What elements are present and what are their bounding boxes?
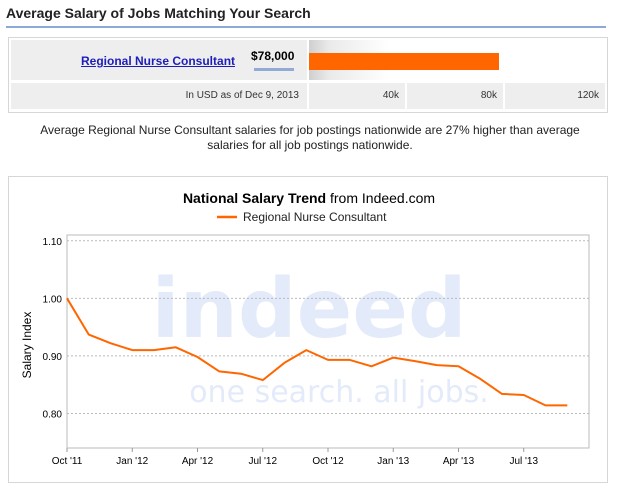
indeed-watermark: indeed one search. all jobs. [151,262,488,410]
chart-legend: Regional Nurse Consultant [217,210,387,224]
x-tick-label: Apr '12 [182,456,214,467]
y-tick-label: 1.10 [43,237,63,248]
scale-tick-cell: 120k [505,83,605,109]
x-tick-label: Apr '13 [443,456,475,467]
salary-summary-panel: Regional Nurse Consultant $78,000 In USD… [8,37,608,113]
salary-bar-area [309,40,605,80]
date-cell: In USD as of Dec 9, 2013 [11,83,307,109]
section-title: Average Salary of Jobs Matching Your Sea… [6,5,606,28]
x-tick-label: Jan '13 [377,456,409,467]
salary-trend-chart: indeed one search. all jobs. National Sa… [8,176,608,483]
job-cell: Regional Nurse Consultant $78,000 [11,40,307,80]
x-tick-label: Jan '12 [116,456,148,467]
job-title-link[interactable]: Regional Nurse Consultant [81,54,236,68]
salary-bar [309,53,499,70]
salary-underline [254,68,294,71]
x-tick-label: Jul '12 [248,456,277,467]
y-tick-label: 0.80 [43,409,63,420]
y-tick-label: 0.90 [43,352,63,363]
y-tick-label: 1.00 [43,294,63,305]
salary-value: $78,000 [251,49,295,63]
date-note: In USD as of Dec 9, 2013 [185,90,299,101]
scale-tick-label: 80k [480,90,497,101]
series-line [66,297,568,407]
salary-description: Average Regional Nurse Consultant salari… [40,123,580,152]
watermark-brand: indeed [151,262,466,357]
scale-tick-label: 120k [577,90,599,101]
x-tick-label: Oct '11 [52,456,83,467]
trend-chart-svg: indeed one search. all jobs. National Sa… [20,190,590,467]
x-tick-label: Jul '13 [509,456,538,467]
scale-tick-cell: 80k [407,83,503,109]
chart-title-rest: from Indeed.com [326,190,435,206]
watermark-tagline: one search. all jobs. [189,375,489,410]
x-tick-label: Oct '12 [312,456,344,467]
y-axis-label: Salary Index [20,312,34,379]
chart-title-main: National Salary Trend [183,190,326,206]
scale-tick-label: 40k [382,90,399,101]
legend-label: Regional Nurse Consultant [243,210,387,224]
chart-title: National Salary Trend from Indeed.com [183,190,435,206]
scale-tick-cell: 40k [309,83,405,109]
